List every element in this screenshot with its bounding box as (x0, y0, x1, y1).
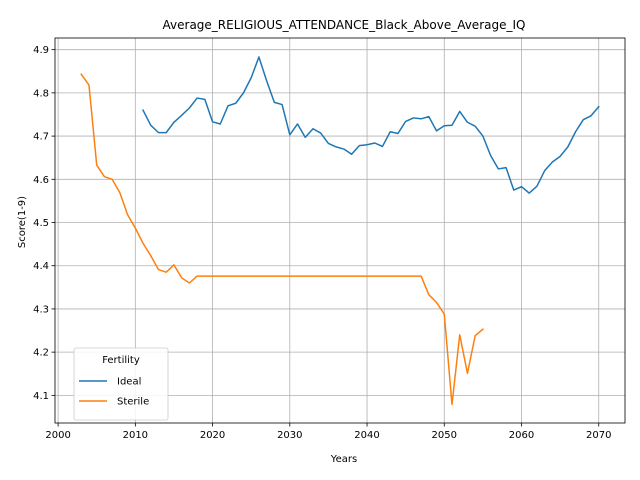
y-tick-label: 4.8 (33, 88, 49, 99)
x-tick-label: 2010 (123, 430, 148, 441)
x-tick-label: 2020 (200, 430, 225, 441)
x-tick-label: 2000 (45, 430, 70, 441)
y-axis-label: Score(1-9) (17, 196, 28, 248)
x-tick-label: 2030 (277, 430, 302, 441)
x-tick-label: 2050 (432, 430, 457, 441)
y-tick-label: 4.7 (33, 132, 49, 143)
legend-title: Fertility (102, 355, 140, 366)
chart-title: Average_RELIGIOUS_ATTENDANCE_Black_Above… (163, 18, 526, 32)
x-tick-label: 2070 (586, 430, 611, 441)
y-tick-label: 4.6 (33, 175, 49, 186)
y-tick-label: 4.4 (33, 261, 49, 272)
x-axis-label: Years (330, 454, 357, 465)
series-line-sterile (80, 73, 484, 406)
y-tick-label: 4.1 (33, 391, 49, 402)
y-tick-label: 4.2 (33, 348, 49, 359)
y-tick-label: 4.9 (33, 45, 49, 56)
x-tick-label: 2040 (354, 430, 379, 441)
legend: Fertility Ideal Sterile (73, 347, 169, 421)
legend-label-ideal: Ideal (117, 377, 141, 388)
ticks: 2000 2010 2020 2030 2040 2050 2060 2070 4.1 4.2 4.… (33, 45, 611, 441)
plot-frame (54, 37, 626, 424)
legend-label-sterile: Sterile (117, 397, 149, 408)
y-tick-label: 4.5 (33, 218, 49, 229)
series-line-ideal (142, 56, 600, 194)
y-tick-label: 4.3 (33, 304, 49, 315)
legend-entries: Ideal Sterile (79, 377, 149, 408)
x-tick-label: 2060 (509, 430, 534, 441)
series-layer (80, 56, 600, 406)
legend-box (73, 347, 169, 421)
